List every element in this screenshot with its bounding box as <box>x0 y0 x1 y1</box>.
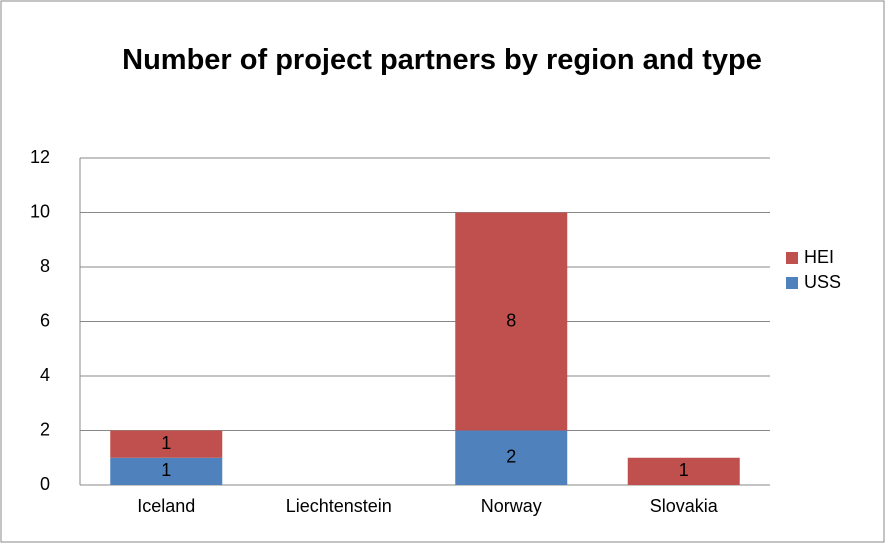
data-label: 1 <box>679 460 689 480</box>
y-tick-label: 8 <box>40 256 50 276</box>
x-tick-label: Iceland <box>137 496 195 516</box>
y-tick-label: 6 <box>40 310 50 330</box>
bar-segment <box>455 430 568 485</box>
x-tick-label: Norway <box>481 496 542 516</box>
y-tick-label: 10 <box>30 201 50 221</box>
bar-segment <box>110 457 223 485</box>
data-label: 8 <box>506 310 516 330</box>
data-label: 1 <box>161 460 171 480</box>
y-tick-label: 0 <box>40 474 50 494</box>
bar-segment <box>110 430 223 458</box>
legend-swatch <box>786 252 798 264</box>
bar-segment <box>455 212 568 431</box>
legend-label: USS <box>804 272 841 292</box>
x-tick-label: Slovakia <box>650 496 719 516</box>
y-tick-label: 2 <box>40 419 50 439</box>
y-tick-label: 12 <box>30 147 50 167</box>
legend-label: HEI <box>804 247 834 267</box>
legend-swatch <box>786 277 798 289</box>
data-label: 1 <box>161 433 171 453</box>
x-tick-label: Liechtenstein <box>286 496 392 516</box>
y-tick-label: 4 <box>40 365 50 385</box>
chart-title: Number of project partners by region and… <box>122 44 762 76</box>
data-label: 2 <box>506 447 516 467</box>
bar-segment <box>627 457 740 485</box>
